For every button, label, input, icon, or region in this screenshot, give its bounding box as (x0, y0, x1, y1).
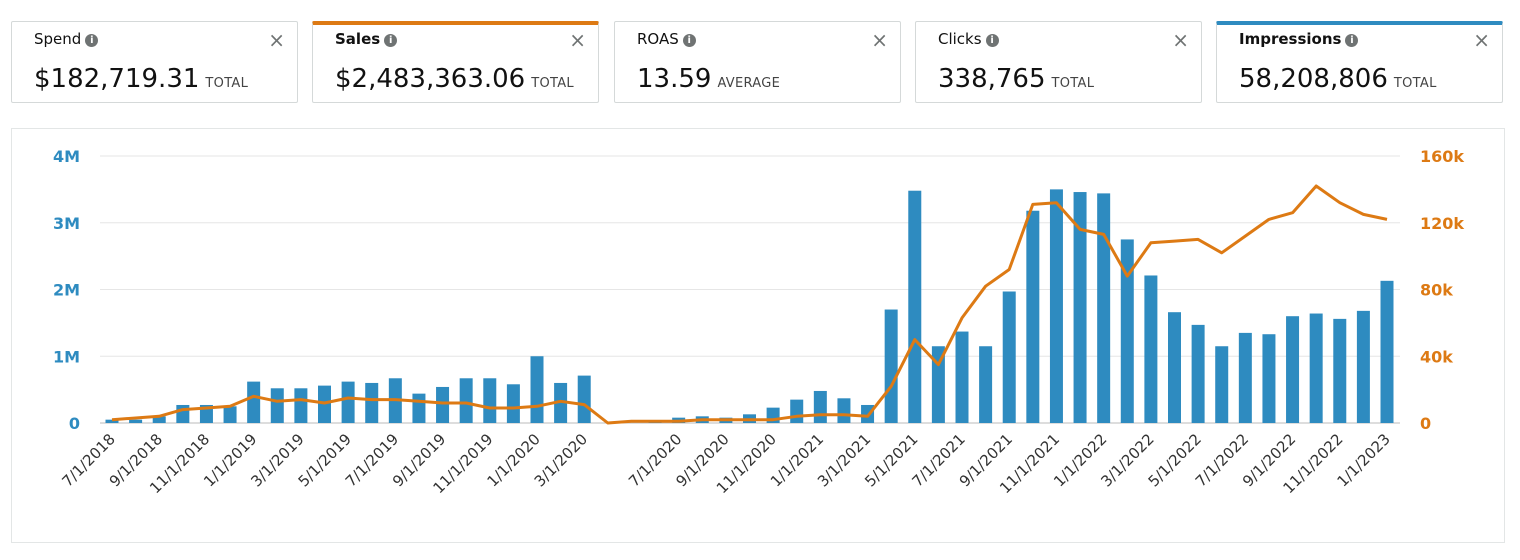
info-icon: i (985, 34, 999, 47)
bar (1356, 310, 1370, 423)
bar (270, 388, 284, 423)
card-value: 58,208,806 (1239, 64, 1388, 94)
card-label-row: Impressions i (1239, 30, 1359, 48)
card-label-row: ROAS i (637, 30, 696, 48)
card-value: $2,483,363.06 (335, 64, 526, 94)
bar (908, 190, 922, 423)
bar (790, 399, 804, 423)
card-value-row: 338,765 TOTAL (938, 64, 1094, 94)
card-unit: AVERAGE (717, 76, 781, 91)
close-icon[interactable]: × (569, 28, 586, 52)
bar (176, 404, 190, 423)
card-value: $182,719.31 (34, 64, 200, 94)
close-icon[interactable]: × (1473, 28, 1490, 52)
bar (1002, 291, 1016, 423)
bar (436, 386, 450, 423)
card-label: Clicks (938, 30, 982, 48)
bar (1262, 334, 1276, 423)
y2-tick-label: 120k (1420, 214, 1464, 233)
close-icon[interactable]: × (1172, 28, 1189, 52)
bar (506, 384, 520, 423)
bar (152, 416, 166, 423)
card-unit: TOTAL (1051, 76, 1095, 91)
card-value-row: $2,483,363.06 TOTAL (335, 64, 574, 94)
metric-card[interactable]: Clicks i × 338,765 TOTAL (915, 21, 1202, 103)
bar (1073, 192, 1087, 423)
card-value-row: $182,719.31 TOTAL (34, 64, 248, 94)
bar (341, 381, 355, 423)
y2-tick-label: 160k (1420, 147, 1464, 166)
metric-card[interactable]: Sales i × $2,483,363.06 TOTAL (312, 21, 599, 103)
bar (577, 375, 591, 423)
bar (1191, 324, 1205, 423)
bar (1144, 275, 1158, 423)
metric-card[interactable]: Spend i × $182,719.31 TOTAL (11, 21, 298, 103)
bar (483, 378, 497, 423)
bar (955, 331, 969, 423)
info-icon: i (1345, 34, 1359, 47)
bar (813, 390, 827, 423)
bar (837, 398, 851, 423)
bar (412, 393, 426, 423)
close-icon[interactable]: × (871, 28, 888, 52)
bar (1120, 239, 1134, 423)
bar (294, 388, 308, 423)
close-icon[interactable]: × (268, 28, 285, 52)
card-label-row: Spend i (34, 30, 99, 48)
bar (1238, 332, 1252, 423)
bar (979, 346, 993, 423)
bar (1309, 313, 1323, 423)
bar (931, 346, 945, 423)
card-unit: TOTAL (1393, 76, 1437, 91)
metric-card[interactable]: ROAS i × 13.59 AVERAGE (614, 21, 901, 103)
card-unit: TOTAL (531, 76, 574, 91)
card-label: Impressions (1239, 30, 1342, 48)
metric-card[interactable]: Impressions i × 58,208,806 TOTAL (1216, 21, 1503, 103)
card-label-row: Clicks i (938, 30, 999, 48)
card-unit: TOTAL (205, 76, 249, 91)
card-label-row: Sales i (335, 30, 398, 48)
info-icon: i (85, 34, 99, 47)
bar (1168, 312, 1181, 423)
info-icon: i (384, 34, 398, 47)
y2-tick-label: 0 (1420, 414, 1431, 433)
bar (1026, 210, 1040, 423)
info-icon: i (682, 34, 696, 47)
bar (1097, 193, 1111, 423)
card-value: 13.59 (637, 64, 712, 94)
chart-panel (11, 128, 1505, 543)
y-tick-label: 4M (53, 147, 80, 166)
card-value-row: 13.59 AVERAGE (637, 64, 780, 94)
y2-tick-label: 80k (1420, 281, 1453, 300)
bar (884, 309, 898, 423)
y2-tick-label: 40k (1420, 347, 1453, 366)
bar (530, 356, 544, 423)
card-value-row: 58,208,806 TOTAL (1239, 64, 1437, 94)
card-value: 338,765 (938, 64, 1046, 94)
y-tick-label: 0 (69, 414, 80, 433)
bar (1333, 318, 1347, 423)
bar (223, 406, 237, 423)
y-tick-label: 2M (53, 281, 80, 300)
bar (247, 381, 261, 423)
bar (129, 419, 143, 423)
bar (105, 419, 119, 423)
bar (554, 382, 568, 423)
bar (1286, 316, 1300, 423)
card-label: Sales (335, 30, 381, 48)
y-tick-label: 1M (53, 347, 80, 366)
bar (365, 382, 379, 423)
card-label: Spend (34, 30, 82, 48)
card-label: ROAS (637, 30, 679, 48)
bar (1215, 346, 1229, 423)
sales-line (111, 184, 1388, 425)
bar (1049, 189, 1063, 423)
y-tick-label: 3M (53, 214, 80, 233)
bar (1380, 280, 1394, 423)
bar (459, 378, 473, 423)
